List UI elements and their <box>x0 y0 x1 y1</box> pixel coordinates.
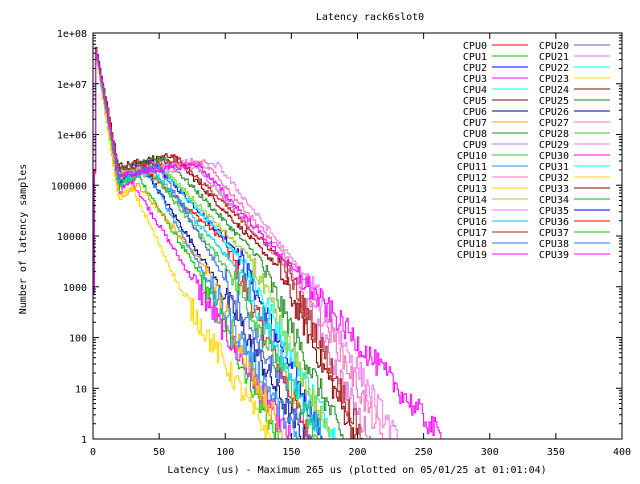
legend-label: CPU14 <box>457 195 487 206</box>
legend-label: CPU26 <box>539 107 569 118</box>
legend-label: CPU5 <box>463 96 487 107</box>
legend-label: CPU29 <box>539 140 569 151</box>
series-line-cpu1 <box>92 50 279 440</box>
series-layer <box>92 46 444 440</box>
legend: CPU0CPU1CPU2CPU3CPU4CPU5CPU6CPU7CPU8CPU9… <box>457 41 610 261</box>
legend-label: CPU12 <box>457 173 487 184</box>
x-tick-label: 200 <box>348 447 366 458</box>
y-tick-label: 100000 <box>51 181 87 192</box>
legend-label: CPU18 <box>457 239 487 250</box>
series-line-cpu18 <box>92 50 312 440</box>
legend-label: CPU13 <box>457 184 487 195</box>
legend-label: CPU2 <box>463 63 487 74</box>
y-tick-label: 10000 <box>57 232 87 243</box>
x-tick-label: 250 <box>415 447 433 458</box>
legend-label: CPU28 <box>539 129 569 140</box>
legend-label: CPU33 <box>539 184 569 195</box>
x-tick-label: 50 <box>153 447 165 458</box>
legend-label: CPU39 <box>539 250 569 261</box>
legend-label: CPU15 <box>457 206 487 217</box>
legend-label: CPU24 <box>539 85 569 96</box>
series-line-cpu16 <box>92 52 325 440</box>
legend-label: CPU30 <box>539 151 569 162</box>
legend-label: CPU36 <box>539 217 569 228</box>
legend-label: CPU4 <box>463 85 487 96</box>
x-tick-label: 100 <box>216 447 234 458</box>
legend-label: CPU1 <box>463 52 487 63</box>
series-line-cpu5 <box>92 46 358 440</box>
legend-label: CPU27 <box>539 118 569 129</box>
legend-label: CPU31 <box>539 162 569 173</box>
legend-label: CPU0 <box>463 41 487 52</box>
x-tick-label: 150 <box>282 447 300 458</box>
legend-label: CPU34 <box>539 195 569 206</box>
y-tick-label: 1000 <box>63 283 87 294</box>
y-tick-label: 1e+06 <box>57 131 87 142</box>
series-line-cpu17 <box>92 47 365 440</box>
legend-label: CPU10 <box>457 151 487 162</box>
y-tick-label: 10 <box>75 384 87 395</box>
legend-label: CPU35 <box>539 206 569 217</box>
legend-label: CPU23 <box>539 74 569 85</box>
chart-title: Latency rack6slot0 <box>316 12 424 23</box>
x-tick-label: 300 <box>481 447 499 458</box>
legend-label: CPU6 <box>463 107 487 118</box>
x-axis-label: Latency (us) - Maximum 265 us (plotted o… <box>167 465 546 476</box>
series-line-cpu19 <box>92 51 444 440</box>
series-line-cpu13 <box>92 55 272 440</box>
y-tick-label: 1e+07 <box>57 80 87 91</box>
y-tick-label: 1 <box>81 435 87 446</box>
legend-label: CPU20 <box>539 41 569 52</box>
legend-label: CPU21 <box>539 52 569 63</box>
x-tick-label: 400 <box>613 447 631 458</box>
y-axis-label: Number of latency samples <box>18 164 29 315</box>
legend-label: CPU32 <box>539 173 569 184</box>
legend-label: CPU3 <box>463 74 487 85</box>
legend-label: CPU9 <box>463 140 487 151</box>
legend-label: CPU38 <box>539 239 569 250</box>
axis-layer: 0 50 100 150 200 250 300 350 400 1 10 100 1000 10000 1… <box>51 29 631 458</box>
x-tick-label: 0 <box>90 447 96 458</box>
legend-label: CPU19 <box>457 250 487 261</box>
legend-label: CPU7 <box>463 118 487 129</box>
y-tick-label: 100 <box>69 334 87 345</box>
x-tick-label: 350 <box>547 447 565 458</box>
legend-label: CPU8 <box>463 129 487 140</box>
legend-label: CPU16 <box>457 217 487 228</box>
legend-label: CPU22 <box>539 63 569 74</box>
legend-label: CPU17 <box>457 228 487 239</box>
legend-label: CPU37 <box>539 228 569 239</box>
y-tick-label: 1e+08 <box>57 29 87 40</box>
legend-label: CPU25 <box>539 96 569 107</box>
legend-label: CPU11 <box>457 162 487 173</box>
